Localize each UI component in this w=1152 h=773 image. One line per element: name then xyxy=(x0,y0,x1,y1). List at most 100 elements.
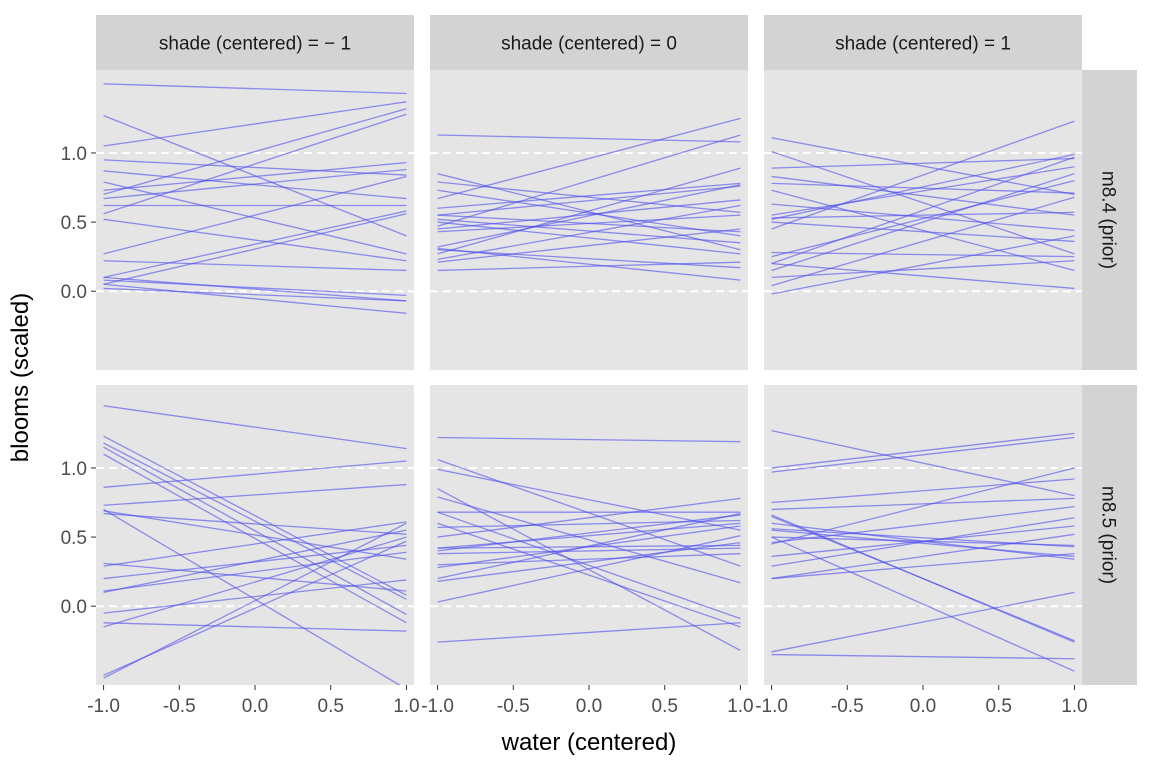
series-line xyxy=(437,184,741,248)
series-line xyxy=(771,262,1075,290)
series-line xyxy=(103,435,407,596)
series-line xyxy=(437,173,741,251)
series-line xyxy=(437,522,741,549)
y-tick-label: 1.0 xyxy=(61,144,87,165)
series-line xyxy=(103,115,407,237)
series-line xyxy=(437,249,741,269)
x-tick-label: 0.5 xyxy=(318,696,344,717)
series-line xyxy=(437,522,741,628)
series-line xyxy=(437,214,741,233)
series-line xyxy=(771,120,1075,230)
series-line xyxy=(103,170,407,200)
y-tick-label: 0.5 xyxy=(61,213,87,234)
series-line xyxy=(437,514,741,552)
series-line xyxy=(103,446,407,616)
series-line xyxy=(437,512,741,580)
panel-background xyxy=(764,70,1082,370)
series-line xyxy=(437,189,741,237)
series-line xyxy=(771,497,1075,511)
series-line xyxy=(771,175,1075,216)
series-line xyxy=(103,512,407,535)
series-line xyxy=(771,179,1075,258)
series-line xyxy=(103,159,407,176)
series-line xyxy=(437,553,741,566)
series-line xyxy=(103,442,407,600)
x-tick-label: 0.0 xyxy=(910,696,936,717)
series-line xyxy=(103,551,407,592)
series-line xyxy=(103,218,407,262)
x-tick-label: 0.0 xyxy=(576,696,602,717)
series-line xyxy=(437,488,741,652)
series-line xyxy=(771,156,1075,265)
row-strip xyxy=(1082,385,1137,685)
x-tick-label: 0.5 xyxy=(652,696,678,717)
series-line xyxy=(771,553,1075,580)
series-line xyxy=(437,261,741,272)
series-line xyxy=(103,210,407,279)
x-tick-label: -0.5 xyxy=(163,696,196,717)
series-line xyxy=(771,211,1075,219)
series-line xyxy=(103,544,407,580)
series-line xyxy=(437,459,741,567)
x-axis-title: water (centered) xyxy=(501,729,677,756)
panel-background xyxy=(430,70,748,370)
x-tick-label: 0.5 xyxy=(986,696,1012,717)
series-line xyxy=(103,405,407,450)
series-line xyxy=(437,181,741,214)
y-tick-label: 0.0 xyxy=(61,282,87,303)
series-line xyxy=(103,483,407,506)
series-line xyxy=(771,533,1075,580)
series-line xyxy=(771,517,1075,567)
series-line xyxy=(103,101,407,147)
series-line xyxy=(103,460,407,488)
series-line xyxy=(103,175,407,255)
x-tick-label: 1.0 xyxy=(727,696,753,717)
column-strip-label: shade (centered) = 0 xyxy=(501,34,677,55)
x-tick-label: 1.0 xyxy=(1061,696,1087,717)
column-strip-label: shade (centered) = − 1 xyxy=(159,34,351,55)
series-line xyxy=(103,283,407,314)
x-tick-label: -0.5 xyxy=(831,696,864,717)
series-line xyxy=(437,117,741,200)
series-line xyxy=(771,153,1075,220)
series-line xyxy=(437,199,741,230)
series-line xyxy=(771,189,1075,272)
series-line xyxy=(103,536,407,628)
series-line xyxy=(103,521,407,567)
panel-background xyxy=(764,385,1082,685)
series-line xyxy=(103,622,407,632)
y-tick-label: 0.5 xyxy=(61,528,87,549)
x-tick-label: -1.0 xyxy=(421,696,454,717)
series-line xyxy=(437,622,741,643)
series-line xyxy=(103,508,401,685)
series-line xyxy=(437,221,741,255)
row-strip xyxy=(1082,70,1137,370)
series-line xyxy=(437,525,741,569)
series-line xyxy=(771,591,1075,653)
series-line xyxy=(771,514,1075,643)
series-line xyxy=(437,497,741,538)
series-line xyxy=(771,150,1075,255)
series-line xyxy=(771,235,1075,295)
panel-background xyxy=(96,70,414,370)
row-strip-label: m8.4 (prior) xyxy=(1098,171,1119,269)
series-line xyxy=(771,429,1075,497)
series-line xyxy=(771,432,1075,469)
series-line xyxy=(103,168,407,200)
y-tick-label: 1.0 xyxy=(61,459,87,480)
series-line xyxy=(771,173,1075,272)
series-line xyxy=(771,221,1075,243)
series-line xyxy=(771,478,1075,504)
series-line xyxy=(103,529,407,594)
series-line xyxy=(771,196,1075,287)
series-line xyxy=(437,182,741,209)
series-line xyxy=(437,496,741,584)
series-line xyxy=(771,529,1075,558)
column-strip xyxy=(430,15,748,70)
series-line xyxy=(771,536,1075,547)
series-line xyxy=(103,522,407,679)
x-tick-label: 1.0 xyxy=(393,696,419,717)
series-line xyxy=(103,579,407,614)
